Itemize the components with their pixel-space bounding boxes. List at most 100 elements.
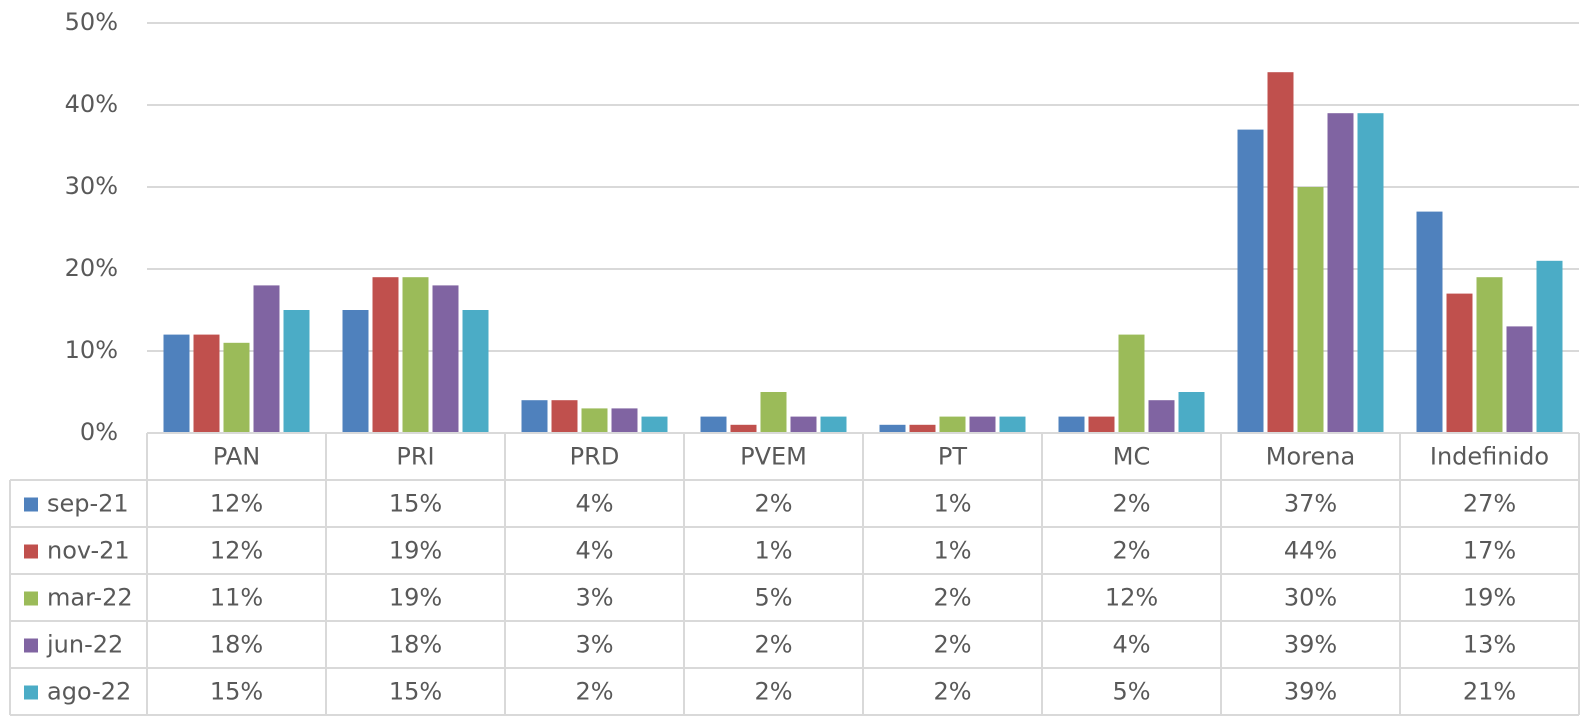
table-cell: 19% (389, 537, 442, 565)
table-cell: 30% (1284, 584, 1337, 612)
y-tick-label: 10% (65, 336, 118, 364)
bar (372, 277, 399, 433)
table-cell: 15% (210, 678, 263, 706)
legend-key (24, 544, 38, 559)
bar (611, 408, 638, 433)
table-cell: 2% (575, 678, 613, 706)
bar (1297, 187, 1324, 433)
x-tick-label: PRD (570, 443, 620, 471)
bar (1118, 334, 1145, 433)
bar (342, 310, 369, 433)
table-cell: 2% (754, 490, 792, 518)
x-tick-label: Indefinido (1430, 443, 1549, 471)
legend-label: nov-21 (47, 537, 130, 565)
bar (969, 416, 996, 433)
legend-key (24, 497, 38, 512)
legend-key (24, 638, 38, 653)
bar (1237, 129, 1264, 433)
bar (253, 285, 280, 433)
table-cell: 4% (575, 490, 613, 518)
y-tick-label: 0% (80, 418, 118, 446)
table-cell: 17% (1463, 537, 1516, 565)
bar (1506, 326, 1533, 433)
table-cell: 15% (389, 490, 442, 518)
bar (820, 416, 847, 433)
bar (700, 416, 727, 433)
bar (909, 424, 936, 433)
table-cell: 27% (1463, 490, 1516, 518)
bar (581, 408, 608, 433)
legend-label: ago-22 (47, 678, 131, 706)
bar (760, 392, 787, 433)
table-cell: 1% (754, 537, 792, 565)
y-tick-label: 20% (65, 254, 118, 282)
table-cell: 44% (1284, 537, 1337, 565)
x-tick-label: PVEM (740, 443, 807, 471)
table-cell: 19% (1463, 584, 1516, 612)
table-cell: 1% (933, 537, 971, 565)
x-tick-label: PAN (213, 443, 260, 471)
legend-label: sep-21 (47, 490, 129, 518)
bar (1267, 72, 1294, 433)
legend-key (24, 685, 38, 700)
bar (1476, 277, 1503, 433)
bar (879, 424, 906, 433)
x-tick-label: MC (1113, 443, 1150, 471)
table-cell: 21% (1463, 678, 1516, 706)
table-cell: 4% (1112, 631, 1150, 659)
table-cell: 11% (210, 584, 263, 612)
table-cell: 12% (210, 537, 263, 565)
table-cell: 12% (210, 490, 263, 518)
bar (1357, 113, 1384, 433)
bar (1416, 211, 1443, 433)
bar (1148, 400, 1175, 433)
bar (1088, 416, 1115, 433)
table-cell: 15% (389, 678, 442, 706)
table-cell: 3% (575, 631, 613, 659)
x-tick-label: PT (938, 443, 967, 471)
table-cell: 39% (1284, 631, 1337, 659)
table-cell: 2% (933, 631, 971, 659)
bar (193, 334, 220, 433)
bar (551, 400, 578, 433)
table-cell: 2% (1112, 537, 1150, 565)
legend-label: mar-22 (47, 584, 133, 612)
y-tick-label: 40% (65, 90, 118, 118)
table-cell: 13% (1463, 631, 1516, 659)
table-cell: 2% (933, 584, 971, 612)
bar (641, 416, 668, 433)
bar (790, 416, 817, 433)
table-cell: 2% (1112, 490, 1150, 518)
table-cell: 12% (1105, 584, 1158, 612)
table-cell: 18% (389, 631, 442, 659)
table-cell: 5% (1112, 678, 1150, 706)
bar (432, 285, 459, 433)
bar (402, 277, 429, 433)
bar (730, 424, 757, 433)
table-cell: 2% (933, 678, 971, 706)
y-tick-label: 50% (65, 8, 118, 36)
bar (1058, 416, 1085, 433)
table-cell: 18% (210, 631, 263, 659)
table-cell: 2% (754, 678, 792, 706)
y-tick-label: 30% (65, 172, 118, 200)
table-cell: 2% (754, 631, 792, 659)
table-cell: 5% (754, 584, 792, 612)
table-cell: 19% (389, 584, 442, 612)
bar (1446, 293, 1473, 433)
bar (283, 310, 310, 433)
table-cell: 3% (575, 584, 613, 612)
bar (1536, 260, 1563, 433)
bar (999, 416, 1026, 433)
legend-label: jun-22 (46, 631, 123, 659)
x-tick-label: PRI (396, 443, 434, 471)
x-tick-label: Morena (1266, 443, 1355, 471)
bar (223, 342, 250, 433)
table-cell: 4% (575, 537, 613, 565)
bar (521, 400, 548, 433)
bar (462, 310, 489, 433)
bar (939, 416, 966, 433)
table-cell: 39% (1284, 678, 1337, 706)
bar (1327, 113, 1354, 433)
